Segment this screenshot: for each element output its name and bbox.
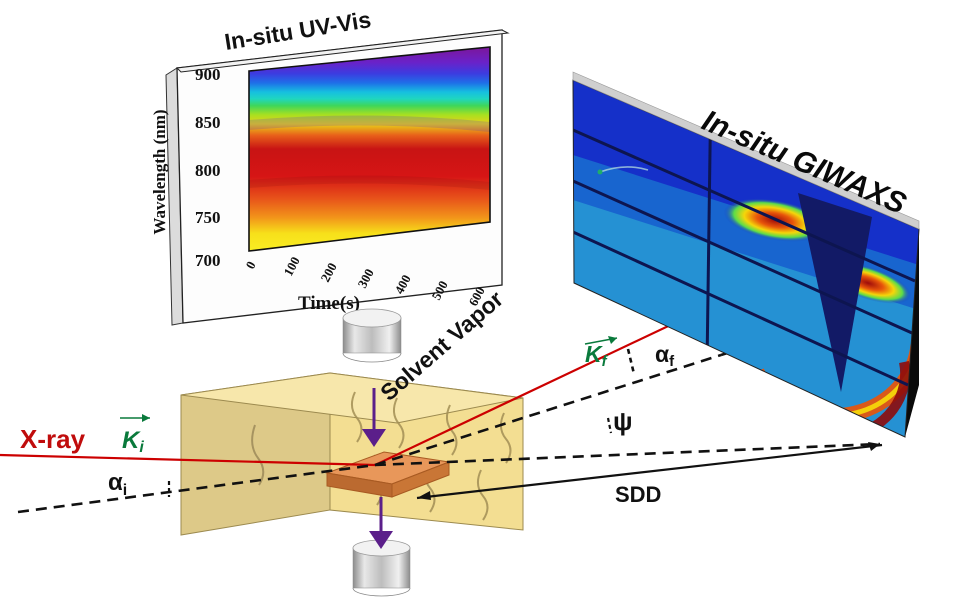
svg-text:750: 750 (195, 208, 221, 227)
svg-text:Wavelength (nm): Wavelength (nm) (150, 109, 169, 234)
svg-text:αi: αi (108, 469, 127, 499)
svg-text:850: 850 (195, 113, 221, 132)
svg-text:700: 700 (195, 251, 221, 270)
svg-text:αf: αf (655, 341, 675, 370)
svg-text:800: 800 (195, 161, 221, 180)
svg-text:Time(s): Time(s) (298, 293, 360, 314)
svg-text:900: 900 (195, 65, 221, 84)
svg-text:X-ray: X-ray (20, 424, 86, 454)
svg-text:Ki: Ki (122, 427, 144, 456)
svg-text:ψ: ψ (613, 406, 633, 436)
svg-text:SDD: SDD (615, 482, 661, 507)
svg-text:Kf: Kf (585, 341, 609, 370)
